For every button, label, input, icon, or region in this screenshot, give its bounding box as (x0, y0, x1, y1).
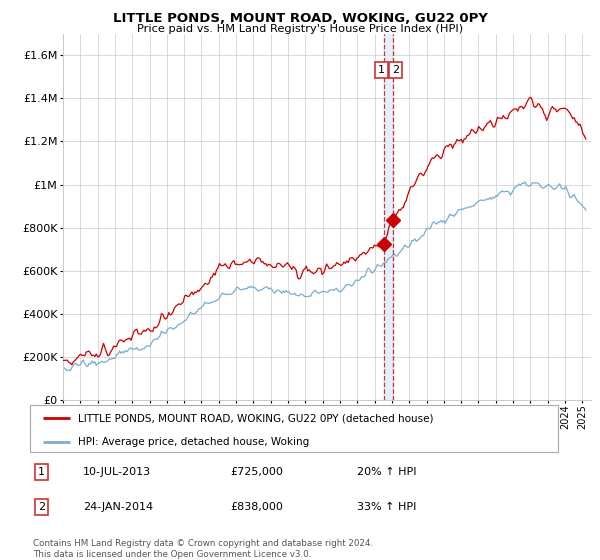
Text: 1: 1 (378, 66, 385, 75)
Text: Contains HM Land Registry data © Crown copyright and database right 2024.
This d: Contains HM Land Registry data © Crown c… (33, 539, 373, 559)
Text: 2: 2 (38, 502, 45, 512)
Text: 2: 2 (392, 66, 399, 75)
Text: LITTLE PONDS, MOUNT ROAD, WOKING, GU22 0PY (detached house): LITTLE PONDS, MOUNT ROAD, WOKING, GU22 0… (77, 413, 433, 423)
Text: 33% ↑ HPI: 33% ↑ HPI (358, 502, 417, 512)
Text: 20% ↑ HPI: 20% ↑ HPI (358, 468, 417, 477)
Text: HPI: Average price, detached house, Woking: HPI: Average price, detached house, Woki… (77, 437, 309, 446)
Text: LITTLE PONDS, MOUNT ROAD, WOKING, GU22 0PY: LITTLE PONDS, MOUNT ROAD, WOKING, GU22 0… (113, 12, 487, 25)
FancyBboxPatch shape (30, 405, 558, 452)
Text: £725,000: £725,000 (230, 468, 284, 477)
Text: 1: 1 (38, 468, 45, 477)
Bar (383, 34, 393, 400)
Text: Price paid vs. HM Land Registry's House Price Index (HPI): Price paid vs. HM Land Registry's House … (137, 24, 463, 34)
Text: £838,000: £838,000 (230, 502, 284, 512)
Text: 24-JAN-2014: 24-JAN-2014 (83, 502, 153, 512)
Text: 10-JUL-2013: 10-JUL-2013 (83, 468, 151, 477)
